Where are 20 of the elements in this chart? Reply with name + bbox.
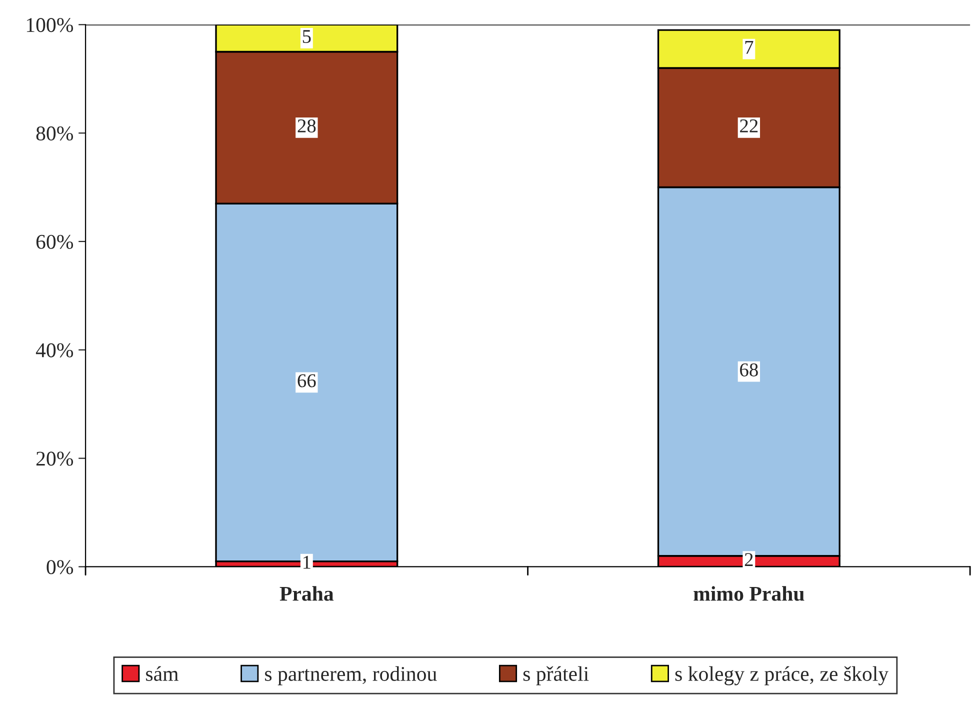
x-tick-label: Praha: [280, 586, 334, 601]
legend-label: s kolegy z práce, ze školy: [675, 666, 888, 686]
data-label: 66: [298, 374, 316, 388]
y-tick-label: 100%: [26, 18, 74, 32]
data-label: 1: [304, 556, 310, 569]
y-tick-label: 0%: [46, 560, 74, 574]
legend-label: s přáteli: [523, 666, 589, 686]
data-label: 22: [740, 119, 758, 132]
data-label: 28: [298, 119, 316, 132]
data-label: 2: [744, 553, 753, 566]
y-tick-label: 40%: [36, 343, 74, 358]
legend-label: sám: [146, 666, 178, 681]
data-label: 7: [745, 40, 754, 54]
y-tick-label: 20%: [36, 452, 74, 466]
legend-label: s partnerem, rodinou: [265, 666, 437, 686]
y-tick-label: 80%: [36, 126, 74, 141]
x-tick-label: mimo Prahu: [694, 586, 804, 601]
data-label: 68: [740, 363, 758, 376]
y-tick-label: 60%: [36, 234, 74, 249]
data-label: 5: [302, 30, 311, 44]
